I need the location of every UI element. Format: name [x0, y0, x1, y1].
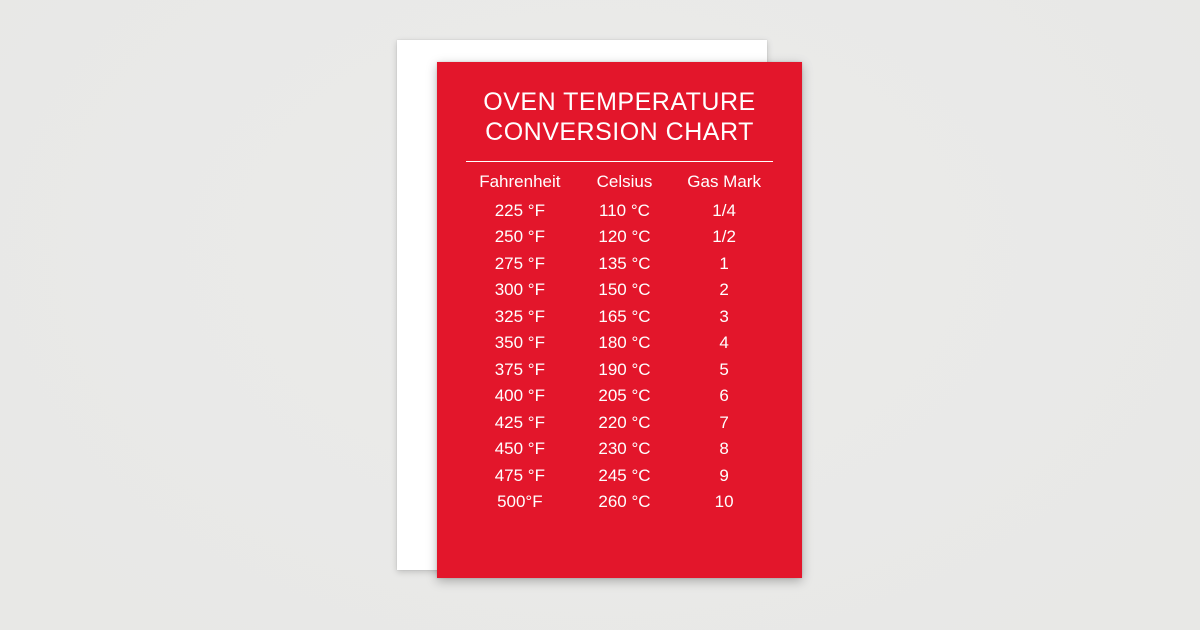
- conversion-chart-card: OVEN TEMPERATURE CONVERSION CHART Fahren…: [437, 62, 802, 578]
- table-cell: 300 °F: [463, 280, 578, 300]
- table-cell: 325 °F: [463, 307, 578, 327]
- table-cell: 250 °F: [463, 227, 578, 247]
- table-cell: 4: [672, 333, 777, 353]
- table-cell: 450 °F: [463, 439, 578, 459]
- chart-title: OVEN TEMPERATURE CONVERSION CHART: [437, 88, 802, 147]
- table-header: Gas Mark: [672, 172, 777, 194]
- table-cell: 225 °F: [463, 201, 578, 221]
- table-cell: 5: [672, 360, 777, 380]
- table-cell: 180 °C: [577, 333, 672, 353]
- conversion-table: FahrenheitCelsiusGas Mark 225 °F110 °C1/4…: [463, 172, 777, 512]
- table-cell: 275 °F: [463, 254, 578, 274]
- title-divider: [466, 161, 773, 162]
- table-cell: 400 °F: [463, 386, 578, 406]
- table-cell: 475 °F: [463, 466, 578, 486]
- table-cell: 150 °C: [577, 280, 672, 300]
- table-cell: 245 °C: [577, 466, 672, 486]
- table-cell: 350 °F: [463, 333, 578, 353]
- table-cell: 1: [672, 254, 777, 274]
- table-cell: 135 °C: [577, 254, 672, 274]
- table-cell: 8: [672, 439, 777, 459]
- product-stage: OVEN TEMPERATURE CONVERSION CHART Fahren…: [0, 0, 1200, 630]
- table-cell: 7: [672, 413, 777, 433]
- table-cell: 190 °C: [577, 360, 672, 380]
- table-cell: 500°F: [463, 492, 578, 512]
- chart-title-line2: CONVERSION CHART: [437, 118, 802, 148]
- table-cell: 1/2: [672, 227, 777, 247]
- table-cell: 2: [672, 280, 777, 300]
- table-cell: 205 °C: [577, 386, 672, 406]
- table-cell: 10: [672, 492, 777, 512]
- table-cell: 3: [672, 307, 777, 327]
- chart-title-line1: OVEN TEMPERATURE: [437, 88, 802, 118]
- table-header: Celsius: [577, 172, 672, 194]
- table-cell: 425 °F: [463, 413, 578, 433]
- table-cell: 9: [672, 466, 777, 486]
- table-cell: 220 °C: [577, 413, 672, 433]
- table-cell: 230 °C: [577, 439, 672, 459]
- table-cell: 375 °F: [463, 360, 578, 380]
- table-cell: 6: [672, 386, 777, 406]
- table-cell: 120 °C: [577, 227, 672, 247]
- table-header: Fahrenheit: [463, 172, 578, 194]
- table-cell: 1/4: [672, 201, 777, 221]
- table-cell: 165 °C: [577, 307, 672, 327]
- table-cell: 110 °C: [577, 201, 672, 221]
- table-cell: 260 °C: [577, 492, 672, 512]
